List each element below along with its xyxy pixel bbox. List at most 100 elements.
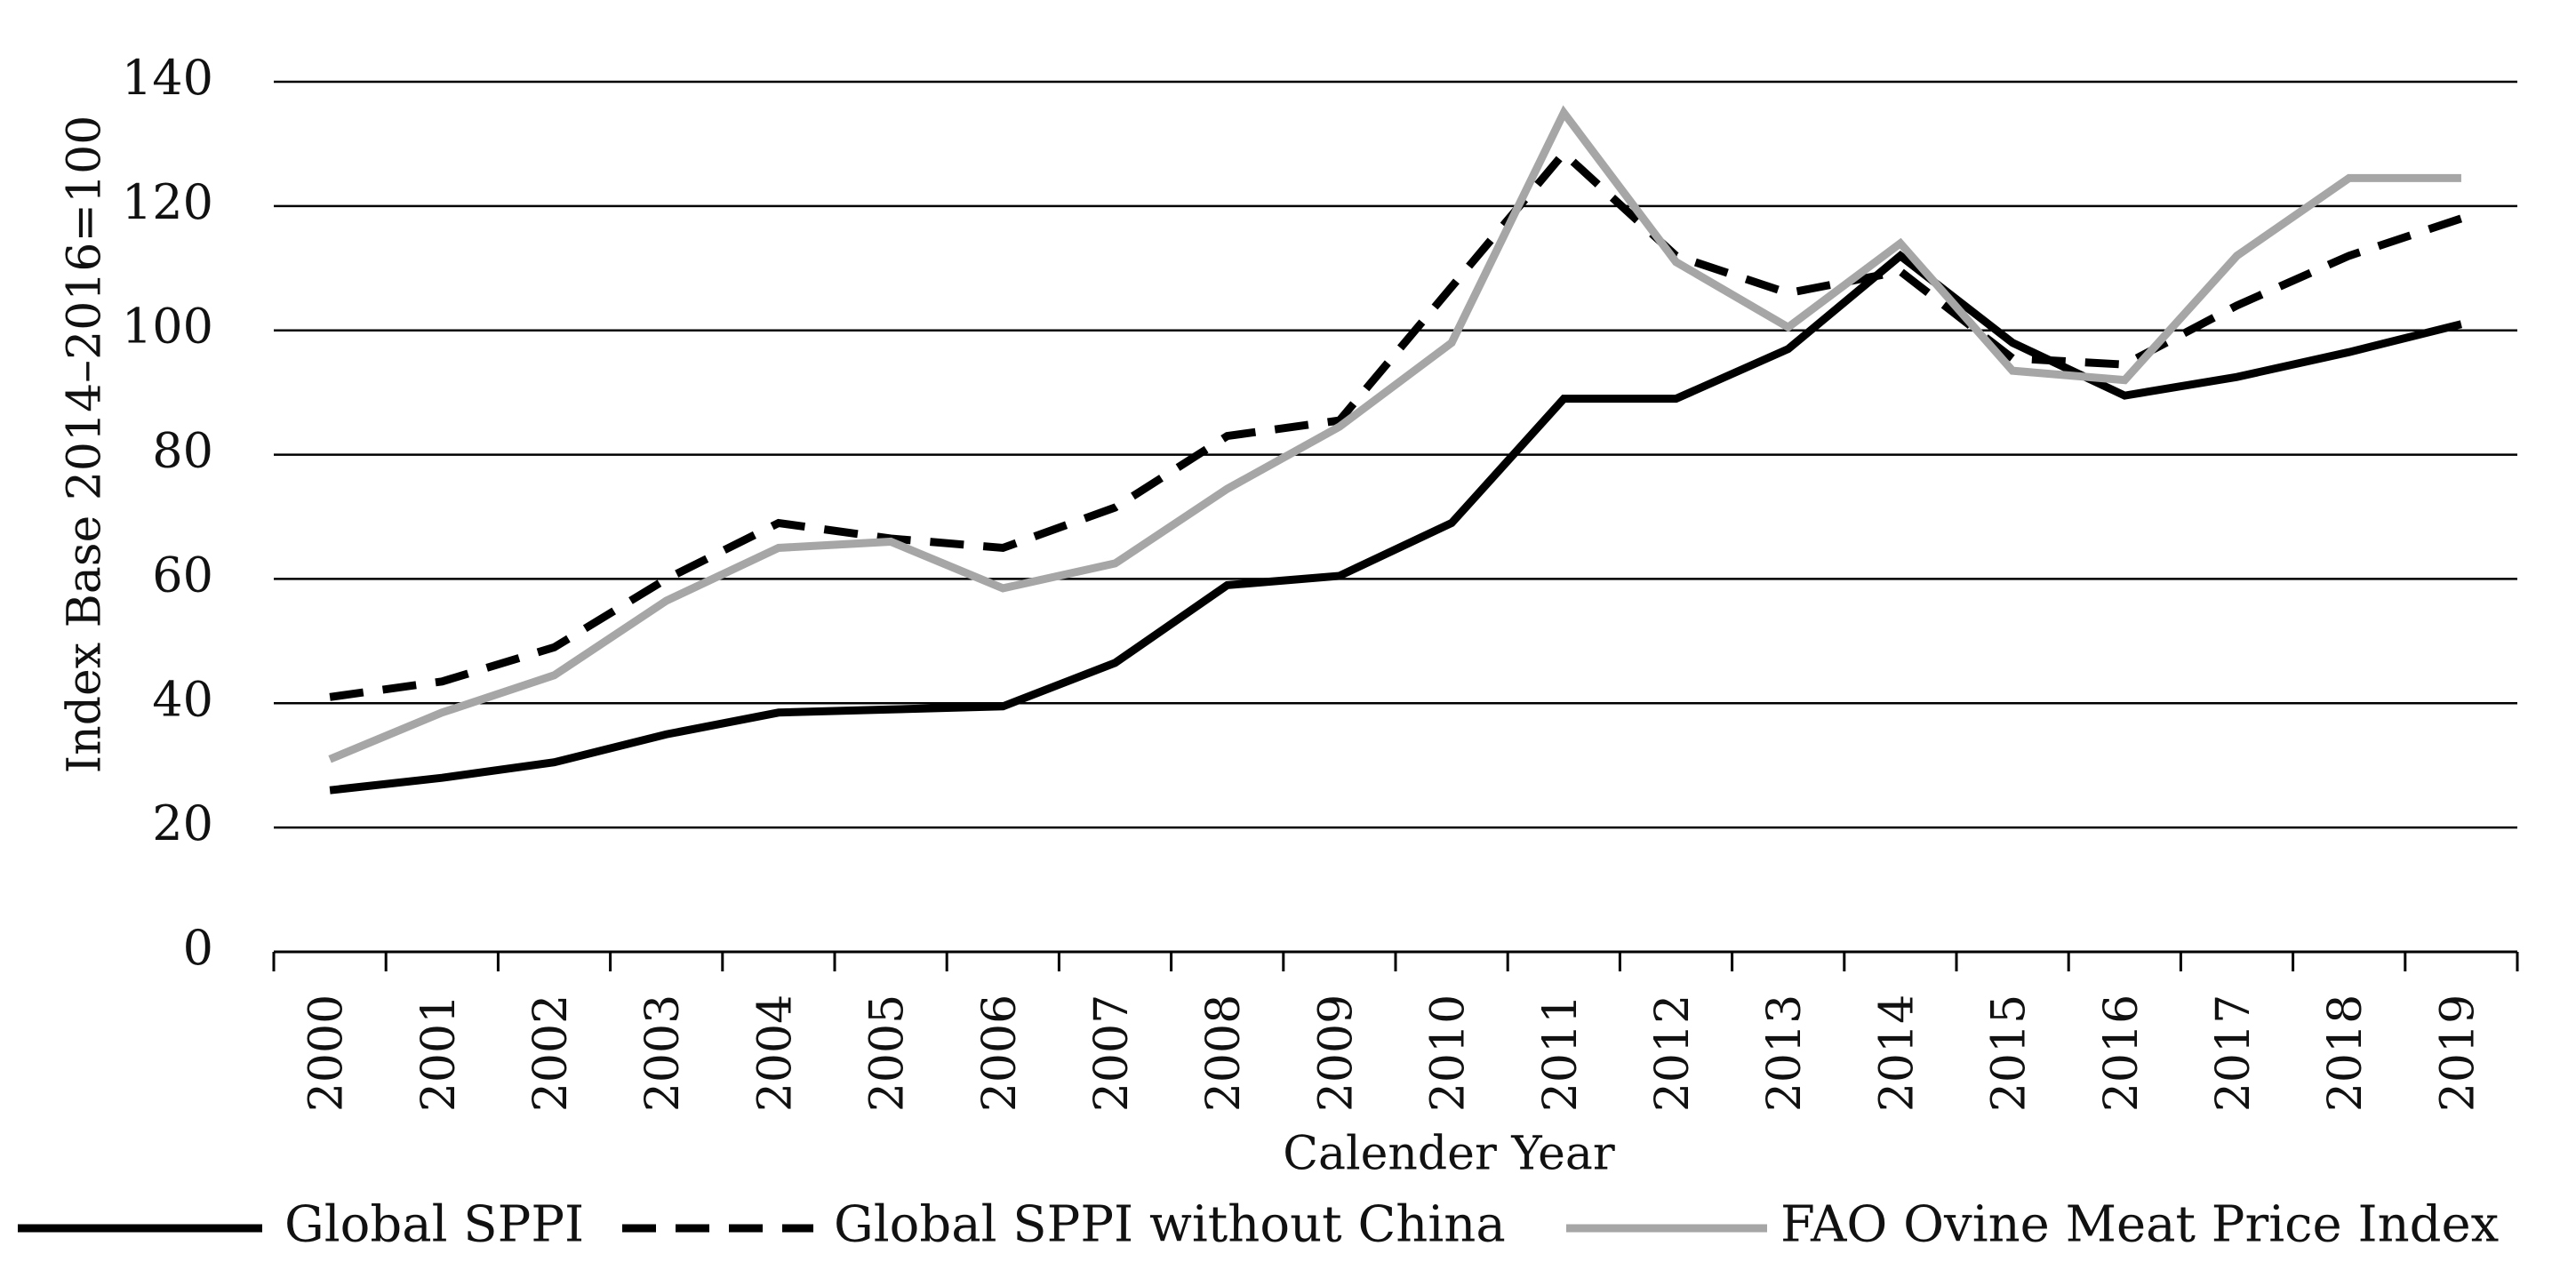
data-point xyxy=(438,709,445,716)
data-point xyxy=(887,538,894,545)
x-tick-label: 2018 xyxy=(2319,994,2372,1112)
x-tick-label: 2013 xyxy=(1758,994,1812,1112)
series-line-0 xyxy=(329,251,2462,795)
data-point xyxy=(663,575,670,582)
data-point xyxy=(1112,659,1119,667)
y-axis-title: Index Base 2014–2016=100 xyxy=(59,116,112,774)
data-point xyxy=(2346,348,2353,355)
legend-item-0: Global SPPI xyxy=(18,1196,584,1254)
data-point xyxy=(551,672,558,679)
data-point xyxy=(2458,174,2465,181)
data-point xyxy=(2121,377,2128,384)
legend-item-2: FAO Ovine Meat Price Index xyxy=(1566,1196,2499,1254)
data-point xyxy=(2458,321,2465,328)
x-tick-label: 2017 xyxy=(2207,994,2260,1112)
data-point xyxy=(2234,302,2241,309)
data-point xyxy=(663,597,670,604)
data-point xyxy=(2346,252,2353,260)
legend-label: Global SPPI xyxy=(284,1196,584,1254)
data-point xyxy=(1560,395,1567,403)
x-tick-label: 2012 xyxy=(1646,994,1700,1112)
data-point xyxy=(1897,240,1904,247)
x-tick-label: 2002 xyxy=(524,994,578,1112)
data-point xyxy=(1224,485,1231,492)
data-point xyxy=(1448,519,1455,526)
data-point xyxy=(326,787,333,794)
series-line-2 xyxy=(328,105,2461,763)
legend-label: Global SPPI without China xyxy=(834,1196,1506,1254)
x-tick-label: 2006 xyxy=(973,994,1027,1112)
data-point xyxy=(775,544,782,551)
x-tick-label: 2005 xyxy=(861,994,915,1112)
data-point xyxy=(1673,395,1680,403)
data-point xyxy=(775,709,782,716)
data-point xyxy=(1560,149,1567,156)
data-point xyxy=(2458,215,2465,222)
x-tick-label: 2004 xyxy=(748,994,802,1112)
y-tick-label: 60 xyxy=(152,547,213,603)
y-tick-label: 40 xyxy=(152,671,213,727)
x-tick-label: 2019 xyxy=(2431,994,2484,1112)
data-point xyxy=(326,693,333,700)
y-tick-label: 140 xyxy=(122,50,213,106)
y-tick-label: 120 xyxy=(122,174,213,230)
data-point xyxy=(1224,433,1231,440)
data-point xyxy=(1336,572,1343,579)
data-point xyxy=(1785,290,1792,297)
x-tick-label: 2016 xyxy=(2095,994,2148,1112)
x-tick-label: 2015 xyxy=(1983,994,2036,1112)
x-tick-label: 2011 xyxy=(1534,994,1588,1112)
x-tick-label: 2014 xyxy=(1870,994,1924,1112)
data-point xyxy=(1897,268,1904,275)
y-tick-label: 0 xyxy=(183,920,213,976)
data-point xyxy=(1785,323,1792,331)
data-point xyxy=(326,755,333,763)
data-point xyxy=(1336,423,1343,430)
data-point xyxy=(2234,373,2241,380)
series-lines xyxy=(326,105,2465,795)
data-point xyxy=(1448,284,1455,291)
data-point xyxy=(2234,252,2241,260)
data-point xyxy=(1448,339,1455,347)
data-point xyxy=(551,759,558,766)
data-point xyxy=(2009,355,2016,362)
legend-item-1: Global SPPI without China xyxy=(622,1196,1506,1254)
data-point xyxy=(438,678,445,685)
data-point xyxy=(1560,109,1567,116)
data-point xyxy=(1112,560,1119,567)
x-tick-label: 2009 xyxy=(1309,994,1363,1112)
x-tick-label: 2007 xyxy=(1085,994,1139,1112)
x-tick-label: 2003 xyxy=(636,994,690,1112)
data-point xyxy=(999,585,1006,592)
data-point xyxy=(999,703,1006,710)
legend: Global SPPI Global SPPI without China FAO … xyxy=(18,1196,2499,1254)
y-tick-label: 20 xyxy=(152,795,213,851)
series-line-1 xyxy=(329,147,2463,701)
data-point xyxy=(1673,259,1680,266)
x-tick-label: 2001 xyxy=(412,994,466,1112)
x-tick-label: 2008 xyxy=(1197,994,1251,1112)
data-point xyxy=(2346,174,2353,181)
x-tick-label: 2000 xyxy=(300,994,354,1112)
data-point xyxy=(663,731,670,738)
y-tick-label: 100 xyxy=(122,299,213,355)
data-point xyxy=(551,643,558,651)
data-point xyxy=(2121,392,2128,399)
data-point xyxy=(775,519,782,526)
legend-label: FAO Ovine Meat Price Index xyxy=(1780,1196,2499,1254)
data-point xyxy=(1785,346,1792,353)
gridlines xyxy=(274,80,2517,829)
x-tick-label: 2010 xyxy=(1422,994,1476,1112)
data-point xyxy=(2009,339,2016,347)
data-point xyxy=(1897,252,1904,260)
data-point xyxy=(2009,367,2016,374)
data-point xyxy=(887,706,894,713)
data-point xyxy=(2121,361,2128,368)
data-point xyxy=(1112,504,1119,511)
x-axis-title: Calender Year xyxy=(1283,1128,1615,1181)
data-point xyxy=(999,544,1006,551)
data-point xyxy=(438,774,445,781)
data-point xyxy=(1224,581,1231,588)
